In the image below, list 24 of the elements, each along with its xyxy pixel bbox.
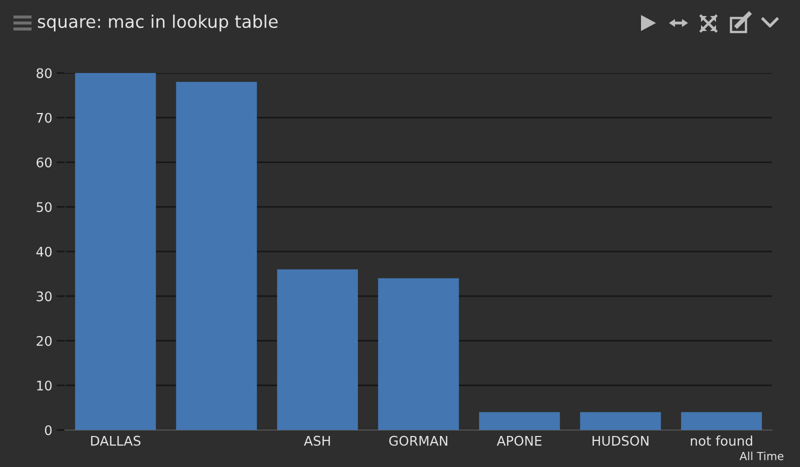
- chart-title: square: mac in lookup table: [38, 14, 278, 32]
- bar: [75, 73, 156, 430]
- y-tick-label: 80: [36, 68, 52, 78]
- bar: [277, 269, 358, 430]
- y-tick-label: 10: [37, 380, 52, 391]
- y-tick-label: 20: [36, 336, 52, 346]
- y-tick-label: 70: [36, 112, 52, 123]
- bar: [479, 412, 560, 430]
- x-tick-label: DALLAS: [91, 436, 140, 446]
- bar: [378, 278, 459, 430]
- y-tick-label: 60: [36, 157, 52, 168]
- x-tick-label: GORMAN: [389, 436, 448, 446]
- x-tick-label: not found: [690, 436, 752, 446]
- y-tick-label: 0: [44, 425, 52, 436]
- bar: [176, 82, 257, 430]
- x-tick-label: APONE: [496, 436, 542, 446]
- y-tick-label: 40: [36, 246, 52, 257]
- x-tick-label: ASH: [304, 436, 330, 446]
- bar: [681, 412, 762, 430]
- x-tick-label: HUDSON: [592, 436, 648, 446]
- bar: [580, 412, 661, 430]
- y-tick-label: 50: [36, 202, 52, 212]
- y-tick-label: 30: [36, 291, 52, 302]
- text: All Time: [740, 452, 784, 460]
